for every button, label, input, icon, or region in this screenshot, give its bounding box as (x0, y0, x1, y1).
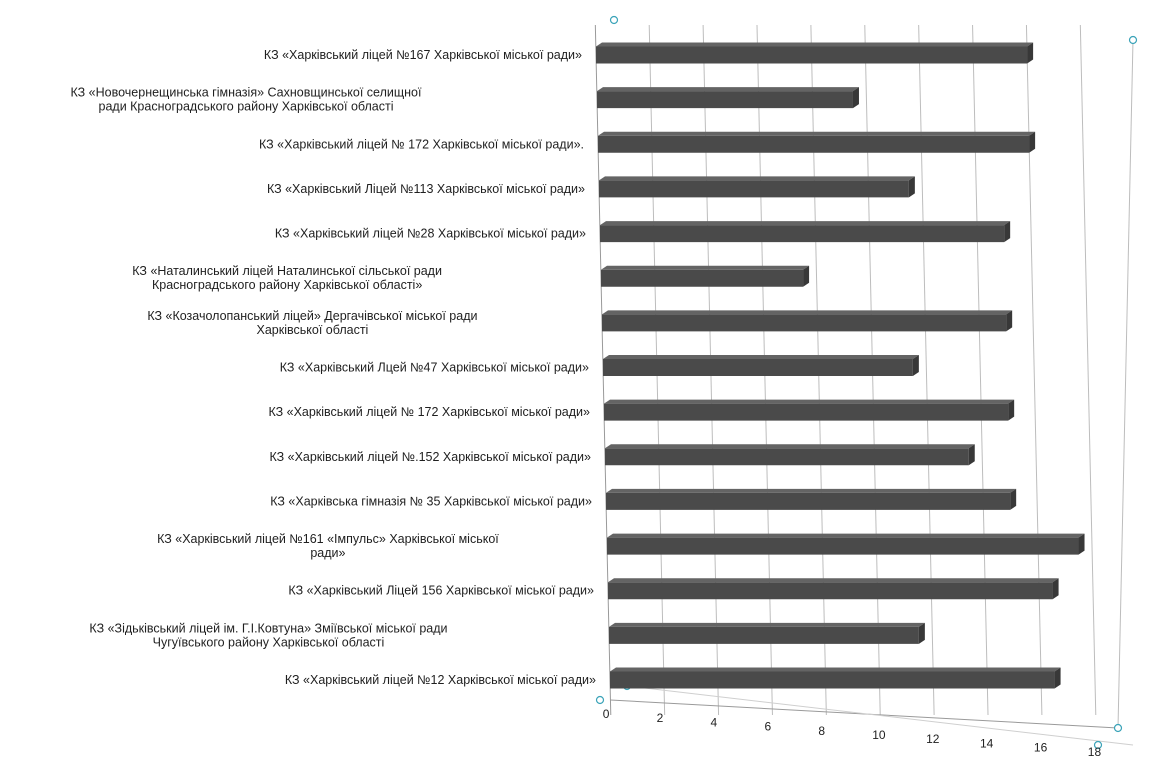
chart-handle (1128, 35, 1138, 45)
bar-end-face (1010, 488, 1017, 510)
gridline (1079, 24, 1097, 716)
bar-top-face (608, 578, 1059, 583)
bar (599, 180, 909, 198)
bar (601, 269, 804, 287)
bar-top-face (604, 399, 1015, 404)
bar (609, 626, 919, 644)
chart-handle (1113, 723, 1123, 733)
bar (605, 448, 969, 466)
bar-end-face (908, 176, 915, 198)
category-label: КЗ «Харківський Ліцей 156 Харківської мі… (288, 584, 594, 598)
x-tick-label: 6 (764, 720, 771, 734)
category-label: КЗ «Харківський ліцей № 172 Харківської … (268, 405, 590, 419)
bar-top-face (597, 87, 859, 92)
bar (602, 314, 1007, 332)
bar-top-face (602, 310, 1013, 315)
bar-end-face (1078, 533, 1085, 555)
bar (597, 91, 853, 109)
bar (600, 225, 1005, 243)
bar-end-face (1029, 131, 1036, 153)
category-label: КЗ «Наталинський ліцей Наталинської сіль… (132, 264, 442, 292)
x-tick-label: 12 (926, 732, 940, 746)
category-label: КЗ «Харківський ліцей №167 Харківської м… (264, 48, 582, 62)
x-tick-label: 2 (657, 711, 664, 725)
bar (596, 46, 1028, 64)
x-tick-label: 8 (818, 724, 825, 738)
gridline (1025, 24, 1043, 716)
bar-end-face (1027, 42, 1034, 64)
bar-end-face (918, 622, 925, 644)
bar-top-face (603, 355, 919, 359)
bar-top-face (606, 488, 1017, 493)
category-label: КЗ «Харківський ліцей № 172 Харківської … (259, 137, 584, 151)
category-label: КЗ «Харківський ліцей №161 «Імпульс» Хар… (157, 532, 499, 560)
category-label: КЗ «Харківський Лцей №47 Харківської міс… (280, 361, 589, 375)
bar (607, 537, 1079, 555)
category-label: КЗ «Зідьківський ліцей ім. Г.І.Ковтуна» … (89, 621, 447, 649)
chart-handle (595, 695, 605, 705)
bar-end-face (1006, 310, 1013, 332)
chart-bars (596, 42, 1085, 689)
chart-handle (1093, 740, 1103, 750)
x-tick-label: 18 (1088, 745, 1102, 759)
bar-top-face (610, 667, 1061, 672)
bar-top-face (596, 42, 1034, 47)
chart-handle (609, 15, 619, 25)
bar-top-face (599, 176, 915, 181)
bar (606, 492, 1011, 510)
bar-end-face (1054, 667, 1061, 689)
bar (610, 671, 1055, 689)
bar-end-face (1052, 578, 1059, 600)
bar-end-face (852, 87, 859, 109)
bar-top-face (607, 533, 1085, 538)
bar-top-face (598, 131, 1036, 136)
bar (598, 135, 1030, 153)
category-label: КЗ «Харківський Ліцей №113 Харківської м… (267, 182, 585, 196)
gridline (918, 24, 935, 716)
bar-top-face (605, 444, 975, 449)
category-label: КЗ «Козачолопанський ліцей» Дергачівсько… (147, 309, 477, 337)
x-axis-ticks: 0 2 4 6 8 10 12 14 16 18 (603, 707, 1102, 759)
category-label: КЗ «Харківський ліцей №28 Харківської мі… (275, 227, 586, 241)
x-tick-label: 10 (872, 728, 886, 742)
bar-end-face (1004, 221, 1011, 243)
gridline (972, 24, 989, 716)
category-label: КЗ «Харківський ліцей №12 Харківської мі… (285, 673, 596, 687)
x-tick-label: 0 (603, 707, 610, 721)
bar-top-face (601, 265, 810, 270)
category-label: КЗ «Харківська гімназія № 35 Харківської… (270, 494, 592, 508)
bar (608, 582, 1053, 600)
category-labels: КЗ «Харківський ліцей №167 Харківської м… (71, 48, 597, 687)
bar-end-face (968, 444, 975, 466)
bar-top-face (609, 622, 925, 627)
x-tick-label: 14 (980, 736, 994, 750)
floor-line (626, 685, 1134, 746)
category-label: КЗ «Новочернещинська гімназія» Сахновщин… (71, 86, 422, 114)
category-label: КЗ «Харківський ліцей №.152 Харківської … (269, 450, 591, 464)
bar (603, 359, 913, 376)
x-tick-label: 4 (711, 715, 718, 729)
bar (604, 403, 1009, 421)
bar-end-face (912, 355, 919, 376)
bar-top-face (600, 221, 1011, 226)
bar-end-face (803, 265, 810, 287)
frame-line (1117, 39, 1134, 729)
bar-end-face (1008, 399, 1015, 421)
x-tick-label: 16 (1034, 741, 1048, 755)
